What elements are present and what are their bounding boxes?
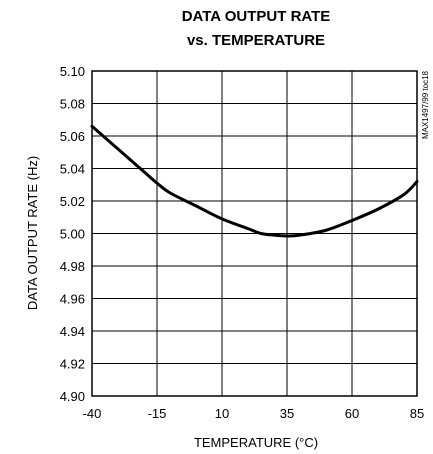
x-tick-label: -40 [83,406,102,421]
y-tick-label: 4.98 [60,259,85,274]
y-tick-label: 5.02 [60,194,85,209]
x-tick-label: 85 [410,406,424,421]
x-tick-label: 60 [345,406,359,421]
tick-labels: -40 -15 10 35 60 85 4.90 4.92 4.94 4.96 4.98 5.00 5.… [60,64,425,421]
x-tick-label: 10 [215,406,229,421]
y-axis-label: DATA OUTPUT RATE (Hz) [25,156,40,310]
grid [92,71,417,396]
y-tick-label: 5.04 [60,162,85,177]
y-tick-label: 5.08 [60,97,85,112]
x-tick-label: 35 [280,406,294,421]
y-tick-label: 4.94 [60,324,85,339]
y-tick-label: 5.00 [60,227,85,242]
y-tick-label: 4.90 [60,389,85,404]
y-tick-label: 5.06 [60,129,85,144]
plot-frame [91,70,418,397]
chart-subtitle: vs. TEMPERATURE [187,32,325,49]
x-axis-label: TEMPERATURE (°C) [194,435,318,450]
y-tick-label: 4.96 [60,292,85,307]
series-line [90,124,419,238]
y-tick-label: 4.92 [60,357,85,372]
chart-title: DATA OUTPUT RATE [182,8,331,25]
series-layer [90,124,419,238]
x-tick-label: -15 [148,406,167,421]
y-tick-label: 5.10 [60,64,85,79]
figure-id: MAX1497/99 toc18 [421,70,430,139]
